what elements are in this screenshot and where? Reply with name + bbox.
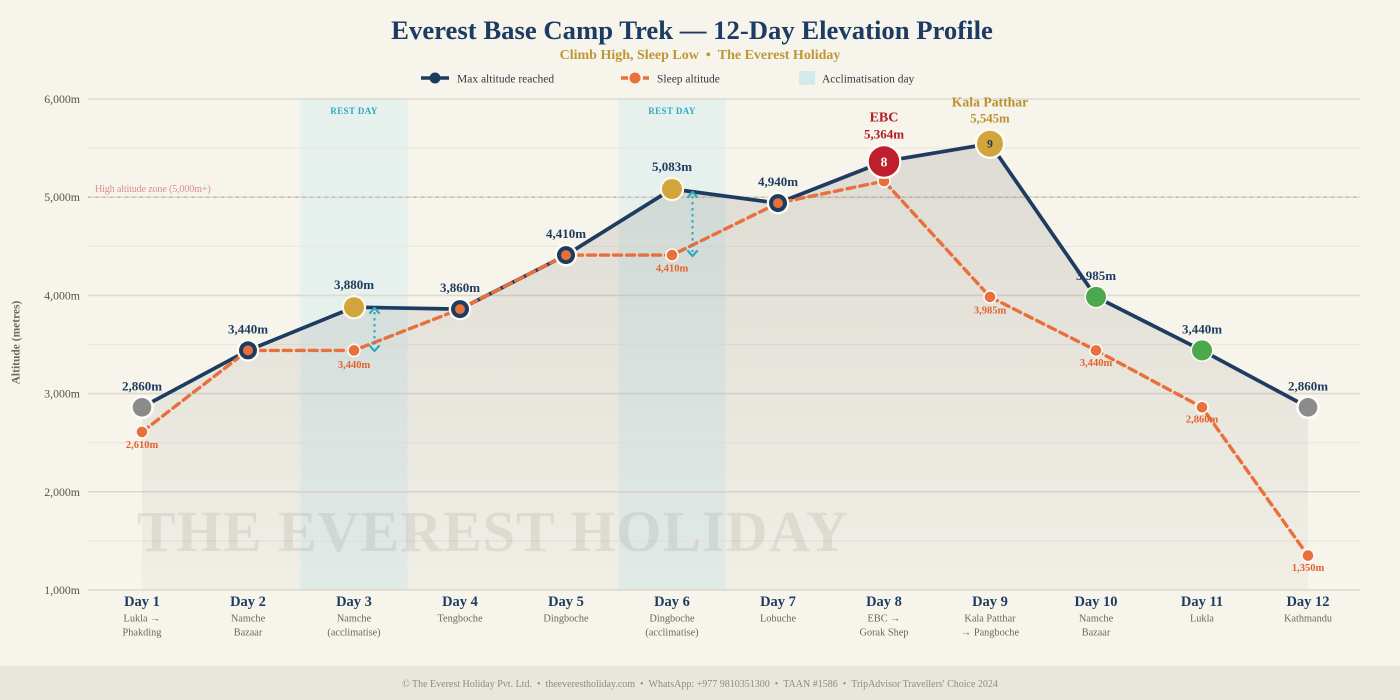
svg-text:Climb High, Sleep Low • The: Climb High, Sleep Low • The Everest Holi…: [560, 48, 841, 63]
svg-text:Day 1: Day 1: [124, 594, 160, 610]
svg-text:EBC →: EBC →: [868, 614, 901, 625]
svg-text:Phakding: Phakding: [123, 628, 162, 639]
svg-text:REST DAY: REST DAY: [330, 106, 378, 116]
svg-text:3,985m: 3,985m: [974, 306, 1007, 317]
svg-text:Day 3: Day 3: [336, 594, 372, 610]
svg-text:4,410m: 4,410m: [546, 226, 586, 241]
svg-text:Day 11: Day 11: [1181, 594, 1223, 610]
svg-text:Day 4: Day 4: [442, 594, 478, 610]
svg-text:REST DAY: REST DAY: [648, 106, 696, 116]
svg-text:1,000m: 1,000m: [44, 583, 80, 597]
svg-text:3,440m: 3,440m: [1080, 358, 1113, 369]
svg-text:Dingboche: Dingboche: [649, 614, 695, 625]
svg-text:6,000m: 6,000m: [44, 92, 80, 106]
svg-text:Day 6: Day 6: [654, 594, 690, 610]
svg-text:Kala Patthar: Kala Patthar: [964, 614, 1016, 625]
svg-text:3,440m: 3,440m: [338, 360, 371, 371]
svg-text:Gorak Shep: Gorak Shep: [860, 628, 909, 639]
svg-text:Lobuche: Lobuche: [760, 614, 796, 625]
svg-text:Day 8: Day 8: [866, 594, 902, 610]
svg-text:EBC: EBC: [870, 111, 899, 126]
svg-text:3,860m: 3,860m: [440, 280, 480, 295]
svg-text:1,350m: 1,350m: [1292, 563, 1325, 574]
svg-text:5,000m: 5,000m: [44, 190, 80, 204]
svg-text:Acclimatisation day: Acclimatisation day: [822, 74, 915, 86]
svg-text:Namche: Namche: [231, 614, 266, 625]
svg-text:Lukla →: Lukla →: [124, 614, 161, 625]
svg-text:2,610m: 2,610m: [126, 440, 159, 451]
svg-text:2,000m: 2,000m: [44, 485, 80, 499]
svg-text:→ Pangboche: → Pangboche: [961, 628, 1019, 639]
svg-text:5,083m: 5,083m: [652, 159, 692, 174]
svg-text:Altitude (metres): Altitude (metres): [11, 300, 23, 384]
svg-text:Namche: Namche: [337, 614, 372, 625]
svg-text:Day 9: Day 9: [972, 594, 1008, 610]
svg-text:4,000m: 4,000m: [44, 288, 80, 302]
svg-text:Sleep altitude: Sleep altitude: [657, 74, 720, 86]
svg-text:Dingboche: Dingboche: [543, 614, 589, 625]
svg-text:Kala Patthar: Kala Patthar: [952, 95, 1028, 110]
svg-text:3,000m: 3,000m: [44, 387, 80, 401]
svg-text:2,860m: 2,860m: [1186, 415, 1219, 426]
svg-text:Day 5: Day 5: [548, 594, 584, 610]
svg-text:Day 12: Day 12: [1286, 594, 1329, 610]
svg-text:5,545m: 5,545m: [970, 112, 1010, 126]
svg-text:2,860m: 2,860m: [1288, 378, 1328, 393]
svg-text:Everest Base Camp Trek — 12-Da: Everest Base Camp Trek — 12-Day Elevatio…: [391, 15, 993, 45]
svg-text:(acclimatise): (acclimatise): [645, 628, 698, 639]
svg-text:Tengboche: Tengboche: [437, 614, 482, 625]
svg-text:© The Everest Holiday Pvt. Ltd: © The Everest Holiday Pvt. Ltd. • theeve…: [402, 679, 998, 690]
svg-text:High altitude zone (5,000m+): High altitude zone (5,000m+): [95, 184, 211, 195]
svg-text:4,410m: 4,410m: [656, 264, 689, 275]
svg-text:Day 10: Day 10: [1074, 594, 1117, 610]
svg-text:3,440m: 3,440m: [1182, 321, 1222, 336]
svg-text:Namche: Namche: [1079, 614, 1114, 625]
svg-text:Day 2: Day 2: [230, 594, 266, 610]
svg-text:5,364m: 5,364m: [864, 127, 904, 142]
svg-text:2,860m: 2,860m: [122, 378, 162, 393]
svg-text:(acclimatise): (acclimatise): [327, 628, 380, 639]
svg-text:Bazaar: Bazaar: [234, 628, 263, 639]
svg-text:4,940m: 4,940m: [758, 174, 798, 189]
svg-text:Lukla: Lukla: [1190, 614, 1214, 625]
svg-text:8: 8: [881, 155, 888, 170]
svg-text:9: 9: [987, 139, 993, 151]
svg-text:3,440m: 3,440m: [228, 321, 268, 336]
svg-text:Day 7: Day 7: [760, 594, 796, 610]
svg-text:Max altitude reached: Max altitude reached: [457, 74, 554, 86]
svg-text:Bazaar: Bazaar: [1082, 628, 1111, 639]
svg-text:Kathmandu: Kathmandu: [1284, 614, 1332, 625]
svg-text:3,880m: 3,880m: [334, 277, 374, 292]
svg-text:3,985m: 3,985m: [1076, 268, 1116, 283]
